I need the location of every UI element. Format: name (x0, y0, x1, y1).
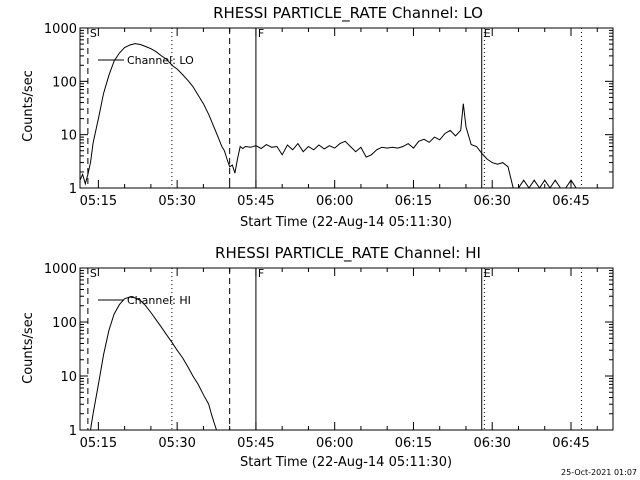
x-tick-label: 06:15 (395, 436, 432, 451)
event-marker-label: E (484, 267, 491, 280)
y-tick-label: 10 (60, 370, 77, 385)
x-tick-label: 06:00 (316, 194, 353, 209)
chart-title: RHESSI PARTICLE_RATE Channel: LO (213, 4, 483, 23)
y-tick-label: 100 (52, 316, 77, 331)
x-tick-label: 05:45 (237, 194, 274, 209)
y-tick-label: 1000 (44, 22, 77, 37)
event-marker-label: F (258, 27, 264, 40)
y-axis-label: Counts/sec (21, 70, 36, 142)
y-tick-label: 100 (52, 75, 77, 90)
x-tick-label: 05:15 (80, 436, 117, 451)
event-marker-label: S (90, 27, 97, 40)
x-tick-label: 06:30 (473, 436, 510, 451)
y-tick-label: 10 (60, 129, 77, 144)
chart-panel-lo: RHESSI PARTICLE_RATE Channel: LO Counts/… (21, 4, 614, 230)
event-marker-label: E (484, 27, 491, 40)
series-line (79, 43, 577, 189)
x-tick-label: 06:30 (473, 194, 510, 209)
plot-frame (79, 27, 614, 189)
x-tick-label: 05:30 (158, 194, 195, 209)
legend-label: Channel: HI (127, 294, 191, 307)
event-marker-label: S (90, 267, 97, 280)
y-tick-label: 1 (69, 424, 77, 439)
plot-frame (79, 267, 614, 431)
y-axis-label: Counts/sec (21, 312, 36, 384)
chart-title: RHESSI PARTICLE_RATE Channel: HI (215, 244, 481, 263)
x-tick-label: 05:15 (80, 194, 117, 209)
x-tick-label: 06:45 (552, 194, 589, 209)
x-tick-label: 06:00 (316, 436, 353, 451)
x-tick-label: 05:30 (158, 436, 195, 451)
y-tick-label: 1000 (44, 262, 77, 277)
event-marker-label: F (258, 267, 264, 280)
footer-timestamp: 25-Oct-2021 01:07 (561, 468, 637, 477)
x-axis-label: Start Time (22-Aug-14 05:11:30) (240, 215, 452, 230)
y-tick-label: 1 (69, 182, 77, 197)
x-tick-label: 06:15 (395, 194, 432, 209)
x-axis-label: Start Time (22-Aug-14 05:11:30) (240, 455, 452, 470)
series-line (90, 296, 217, 431)
chart-panel-hi: RHESSI PARTICLE_RATE Channel: HI Counts/… (21, 244, 614, 470)
legend-label: Channel: LO (127, 54, 194, 67)
x-tick-label: 06:45 (552, 436, 589, 451)
x-tick-label: 05:45 (237, 436, 274, 451)
